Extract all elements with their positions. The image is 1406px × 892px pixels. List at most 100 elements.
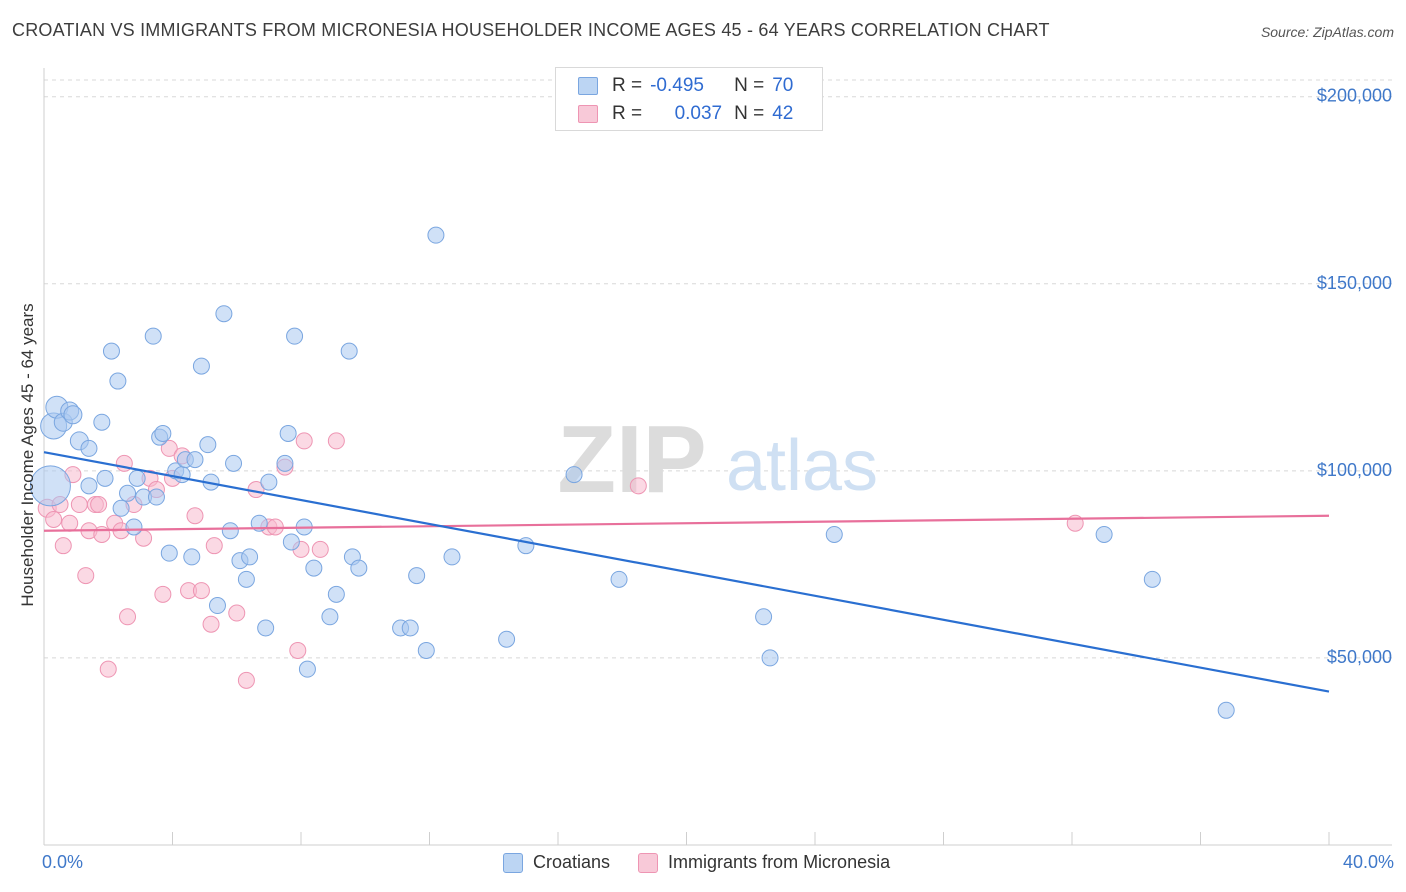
micronesia-point [93,525,111,543]
croatians-point [96,469,114,487]
micronesia-point [45,510,63,528]
y-tick-labels: $50,000 $100,000 $150,000 $200,000 [1317,86,1392,667]
croatians-point [199,436,217,454]
croatians-point [1095,525,1113,543]
croatians-point [154,424,172,442]
legend-n-label: N = [734,75,765,96]
legend-r-value: -0.495 [650,75,704,96]
croatians-point [183,548,201,566]
micronesia-point [228,604,246,622]
trend-line-micronesia [43,514,1330,532]
trend-lines [43,451,1330,693]
micronesia-point [311,540,329,558]
croatians-point [825,525,843,543]
micronesia-point [99,660,117,678]
croatians-point [93,413,111,431]
croatians-point [160,544,178,562]
correlation-legend: R = -0.495 N = 70 R = 0.037 N = 42 [555,67,823,131]
y-tick-label: $150,000 [1317,273,1392,293]
micronesia-point [202,615,220,633]
croatians-point [498,630,516,648]
croatians-point [119,484,137,502]
croatians-point [109,372,127,390]
micronesia-point [54,537,72,555]
croatians-point [755,608,773,626]
croatians-point [610,570,628,588]
croatians-point [1217,701,1235,719]
legend-n-value: 70 [772,75,794,96]
croatians-point [298,660,316,678]
croatians-point [350,559,368,577]
micronesia-point [295,432,313,450]
croatians-point [80,477,98,495]
croatians-point [128,469,146,487]
watermark: ZIP atlas [557,406,878,513]
croatians-point [125,518,143,536]
legend-label-croatians: Croatians [533,852,611,872]
watermark-atlas: atlas [726,426,878,506]
micronesia-point [160,439,178,457]
legend-n-value: 42 [772,103,794,124]
croatians-point [112,499,130,517]
croatians-point [279,424,297,442]
croatians-point [408,567,426,585]
legend-label-micronesia: Immigrants from Micronesia [668,852,891,872]
micronesia-point [90,496,108,514]
y-tick-label: $50,000 [1327,647,1392,667]
croatians-point [305,559,323,577]
micronesia-point [289,641,307,659]
croatians-point [443,548,461,566]
croatians-point [340,342,358,360]
y-tick-label: $100,000 [1317,460,1392,480]
croatians-point [208,597,226,615]
croatians-point [225,454,243,472]
watermark-zip: ZIP [557,406,706,513]
micronesia-point [327,432,345,450]
micronesia-point [61,514,79,532]
micronesia-point [237,671,255,689]
croatians-point [257,619,275,637]
croatians-point [186,451,204,469]
croatians-point [321,608,339,626]
micronesia-point [77,567,95,585]
micronesia-point [205,537,223,555]
croatians-point [144,327,162,345]
croatians-point [761,649,779,667]
legend-r-value: 0.037 [674,103,723,124]
croatians-point [215,305,233,323]
micronesia-point [186,507,204,525]
croatians-point [327,585,345,603]
croatians-point [241,548,259,566]
croatians-point [276,454,294,472]
croatians-point [260,473,278,491]
croatians-point [102,342,120,360]
croatians-point [147,488,165,506]
legend-swatch-blue [578,77,598,95]
legend-swatch-micronesia [638,852,659,873]
axes [43,68,1392,846]
croatians-point [417,641,435,659]
micronesia-point [70,496,88,514]
croatians-point [286,327,304,345]
chart-title: CROATIAN VS IMMIGRANTS FROM MICRONESIA H… [12,20,1050,40]
micronesia-point [192,582,210,600]
croatians-point [282,533,300,551]
legend-row-micronesia: R = 0.037 N = 42 [578,100,793,128]
croatians-point [192,357,210,375]
source-label: Source: ZipAtlas.com [1260,24,1394,40]
x-tick-label-min: 0.0% [42,852,84,872]
croatians-point [401,619,419,637]
croatians-point [80,439,98,457]
y-axis-label: Householder Income Ages 45 - 64 years [18,303,37,607]
croatians-point [173,466,191,484]
series-legend: Croatians Immigrants from Micronesia [503,852,890,873]
legend-n-label: N = [734,103,765,124]
croatians-point [237,570,255,588]
croatians-point [427,226,445,244]
micronesia-point [119,608,137,626]
legend-swatch-pink [578,105,598,123]
croatians-point [221,522,239,540]
croatians-point [565,466,583,484]
x-tick-label-max: 40.0% [1342,852,1394,872]
